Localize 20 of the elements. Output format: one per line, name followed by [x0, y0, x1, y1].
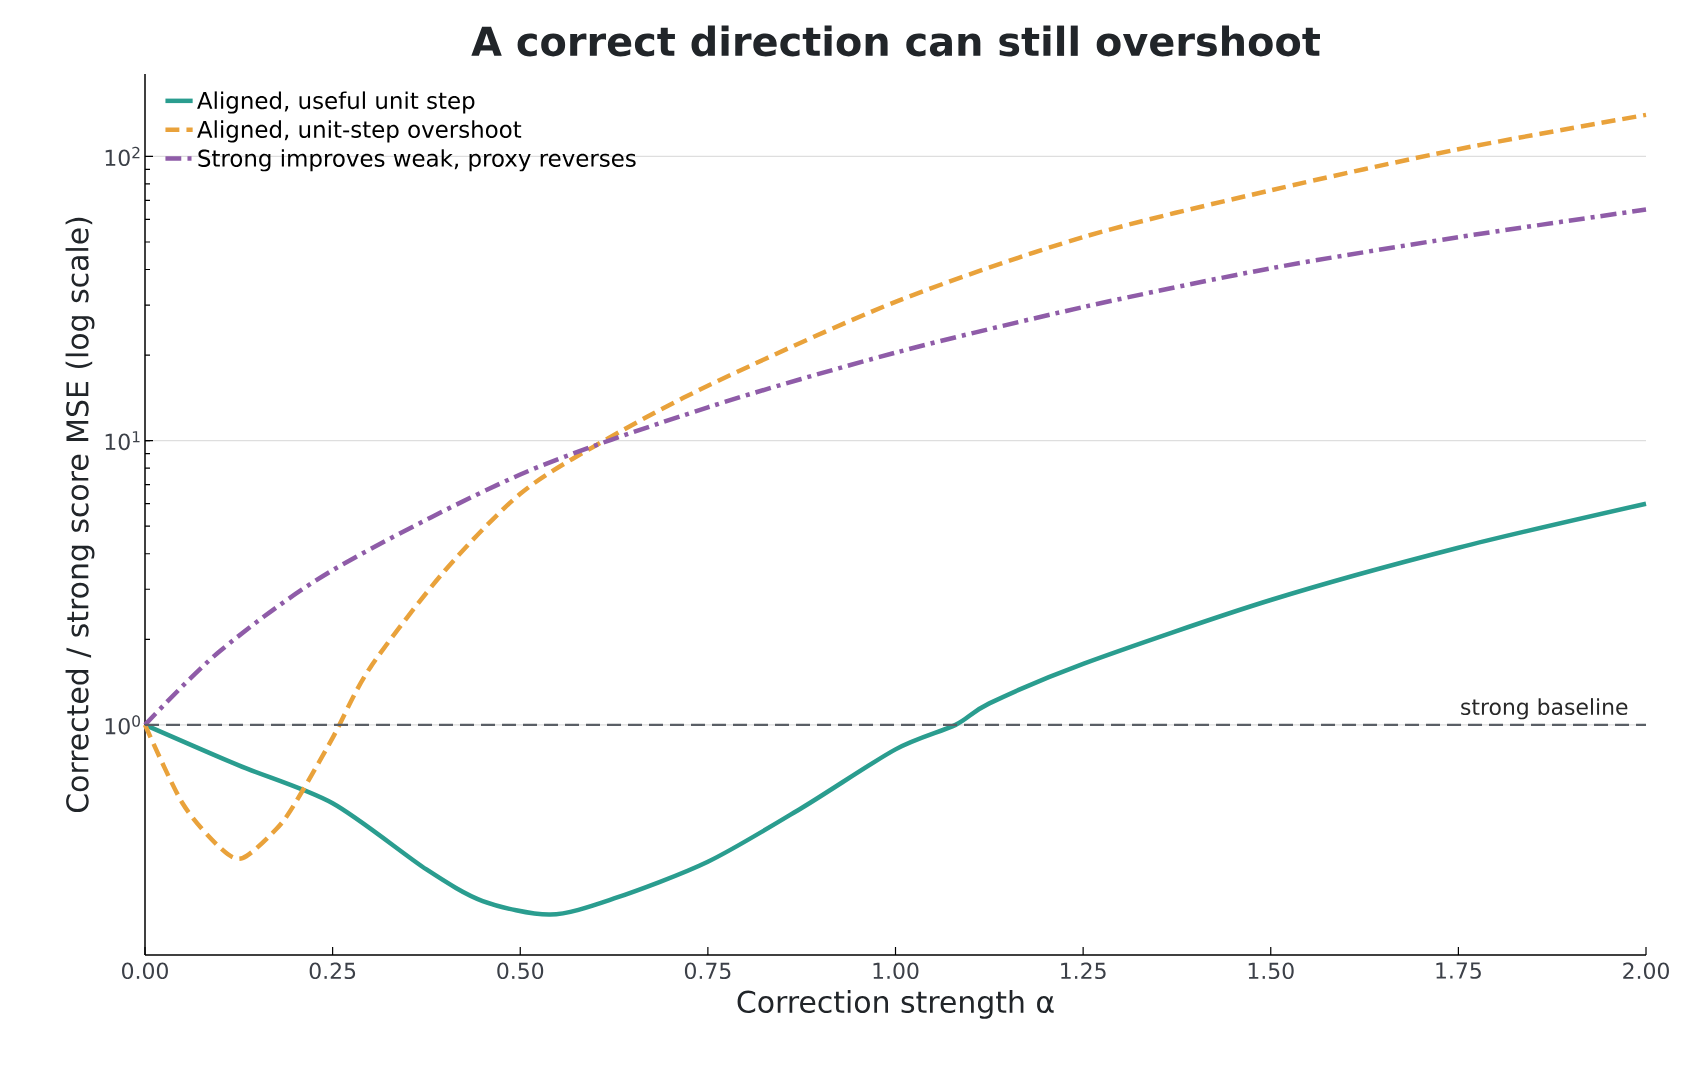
x-tick-label: 2.00: [1623, 962, 1669, 980]
x-tick-label: 0.25: [309, 962, 356, 980]
x-tick-label: 1.50: [1248, 962, 1294, 980]
y-axis-title: Corrected / strong score MSE (log scale): [65, 217, 95, 813]
ref-line-label: strong baseline: [1461, 698, 1628, 720]
y-tick-label: 10$^{0}$: [105, 715, 140, 735]
x-axis-title: Correction strength α: [737, 989, 1054, 1019]
legend-label: Aligned, unit-step overshoot: [197, 120, 522, 143]
chart-title: A correct direction can still overshoot: [471, 25, 1320, 57]
x-tick-label: 1.00: [873, 962, 919, 980]
x-tick-label: 0.00: [122, 962, 168, 980]
line-series: [142, 112, 1649, 861]
x-tick-label: 0.50: [497, 962, 544, 980]
x-tick-label: 1.25: [1061, 962, 1106, 980]
legend-label: Strong improves weak, proxy reverses: [198, 149, 636, 172]
legend-label: Aligned, useful unit step: [197, 91, 475, 114]
y-tick-label: 10$^{1}$: [105, 431, 140, 451]
x-tick-label: 1.75: [1436, 962, 1481, 979]
x-tick-label: 0.75: [684, 962, 731, 980]
y-tick-label: 10$^{2}$: [105, 146, 140, 167]
